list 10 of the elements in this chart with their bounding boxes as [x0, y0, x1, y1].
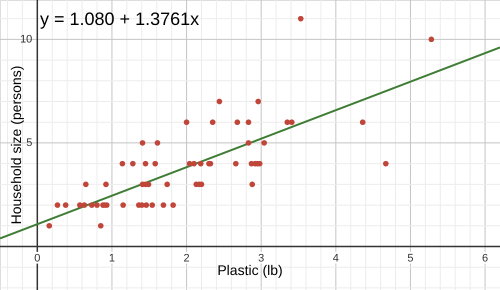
- x-tick-label: 1: [108, 252, 116, 264]
- x-tick-label: 3: [258, 252, 264, 264]
- x-tick-label: 6: [482, 252, 488, 264]
- x-tick-label: 5: [407, 252, 414, 264]
- annotation: y = 1.080 + 1.3761x: [40, 9, 200, 29]
- y-tick-label: 10: [20, 33, 32, 46]
- x-tick-label: 4: [332, 252, 339, 264]
- x-tick-label: 2: [184, 252, 190, 264]
- y-axis-title: Household size (persons): [8, 66, 24, 224]
- x-axis-title: Plastic (lb): [217, 262, 283, 278]
